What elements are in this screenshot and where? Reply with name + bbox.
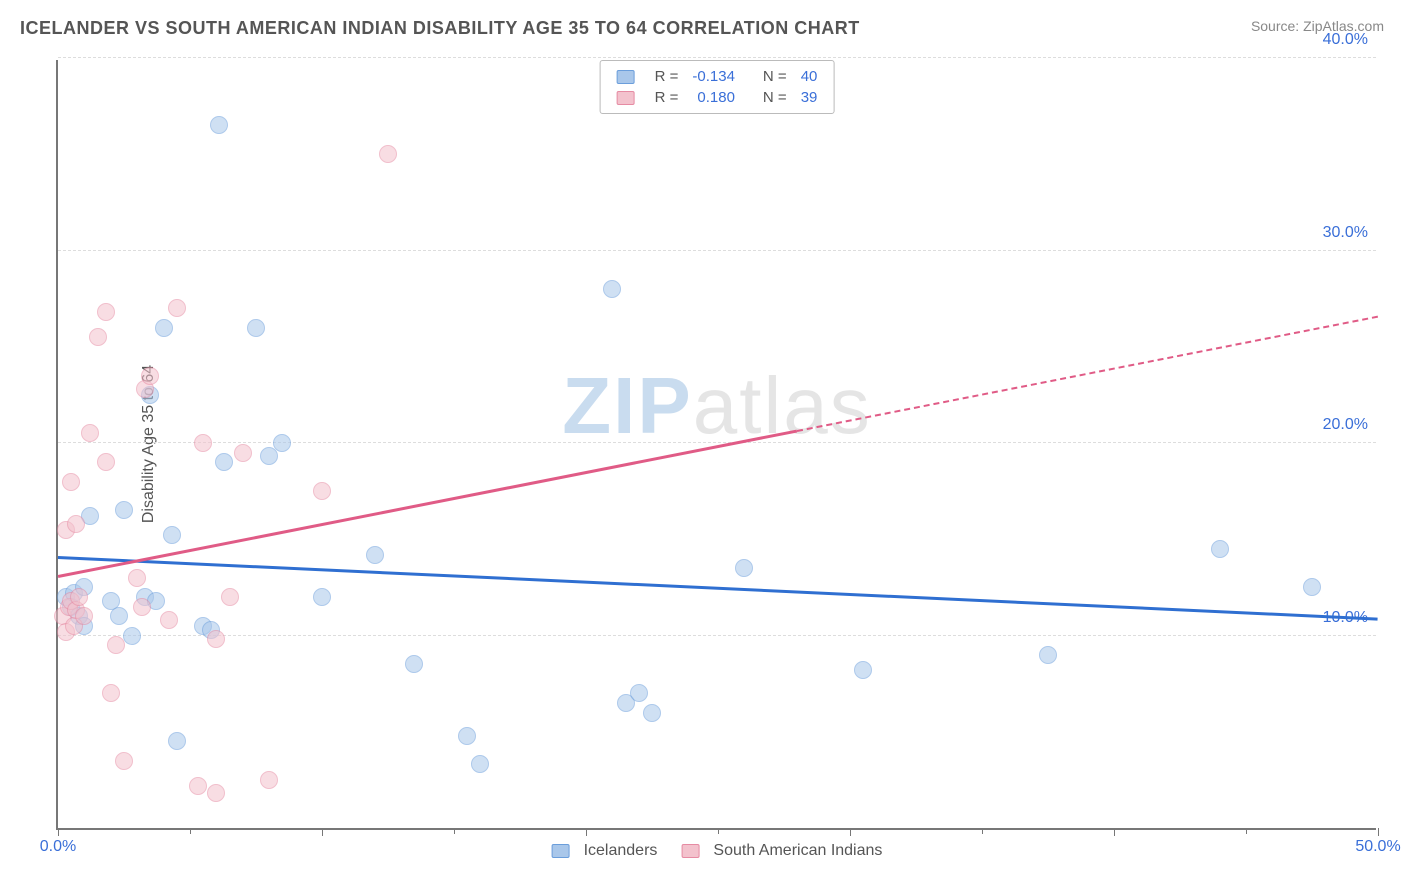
correlation-legend: R =-0.134 N =40 R =0.180 N =39 — [600, 60, 835, 114]
data-point — [313, 588, 331, 606]
legend-item: South American Indians — [681, 842, 882, 860]
data-point — [630, 684, 648, 702]
legend-item: Icelanders — [552, 842, 658, 860]
data-point — [273, 434, 291, 452]
data-point — [110, 607, 128, 625]
data-point — [107, 636, 125, 654]
data-point — [210, 116, 228, 134]
legend-r-value: 0.180 — [686, 88, 741, 107]
legend-r-label: R = — [649, 88, 685, 107]
data-point — [379, 145, 397, 163]
data-point — [405, 655, 423, 673]
data-point — [141, 367, 159, 385]
data-point — [234, 444, 252, 462]
data-point — [160, 611, 178, 629]
data-point — [75, 607, 93, 625]
watermark: ZIPatlas — [562, 360, 871, 452]
x-tick-mark — [322, 828, 323, 836]
legend-label: South American Indians — [713, 842, 882, 860]
data-point — [62, 473, 80, 491]
series-legend: Icelanders South American Indians — [552, 842, 883, 860]
x-tick-mark — [850, 828, 851, 836]
data-point — [1039, 646, 1057, 664]
x-tick-mark — [58, 828, 59, 836]
data-point — [207, 630, 225, 648]
y-tick-label: 30.0% — [1323, 224, 1368, 242]
legend-swatch — [681, 844, 699, 858]
legend-n-label: N = — [757, 88, 793, 107]
legend-swatch — [617, 70, 635, 84]
data-point — [215, 453, 233, 471]
data-point — [102, 684, 120, 702]
x-tick-mark — [1114, 828, 1115, 836]
data-point — [155, 319, 173, 337]
gridline — [58, 250, 1376, 251]
y-tick-label: 40.0% — [1323, 31, 1368, 49]
gridline — [58, 635, 1376, 636]
legend-swatch — [617, 91, 635, 105]
data-point — [471, 755, 489, 773]
data-point — [603, 280, 621, 298]
data-point — [643, 704, 661, 722]
gridline — [58, 57, 1376, 58]
data-point — [194, 434, 212, 452]
data-point — [189, 777, 207, 795]
data-point — [128, 569, 146, 587]
data-point — [97, 303, 115, 321]
legend-n-label: N = — [757, 67, 793, 86]
data-point — [260, 447, 278, 465]
legend-row: R =0.180 N =39 — [611, 88, 824, 107]
data-point — [81, 424, 99, 442]
legend-swatch — [552, 844, 570, 858]
data-point — [366, 546, 384, 564]
data-point — [168, 732, 186, 750]
x-tick-mark — [586, 828, 587, 836]
chart-container: ICELANDER VS SOUTH AMERICAN INDIAN DISAB… — [0, 0, 1406, 892]
data-point — [1303, 578, 1321, 596]
watermark-zip: ZIP — [562, 361, 692, 450]
data-point — [260, 771, 278, 789]
x-minor-tick-mark — [190, 828, 191, 834]
watermark-atlas: atlas — [693, 361, 872, 450]
plot-area: Disability Age 35 to 64 ZIPatlas R =-0.1… — [56, 60, 1376, 830]
y-tick-label: 20.0% — [1323, 416, 1368, 434]
trend-line — [797, 316, 1378, 432]
data-point — [115, 501, 133, 519]
legend-n-value: 39 — [795, 88, 824, 107]
data-point — [313, 482, 331, 500]
x-minor-tick-mark — [718, 828, 719, 834]
data-point — [735, 559, 753, 577]
legend-n-value: 40 — [795, 67, 824, 86]
data-point — [67, 515, 85, 533]
x-tick-mark — [1378, 828, 1379, 836]
x-minor-tick-mark — [982, 828, 983, 834]
data-point — [221, 588, 239, 606]
data-point — [163, 526, 181, 544]
legend-label: Icelanders — [584, 842, 658, 860]
data-point — [133, 598, 151, 616]
data-point — [168, 299, 186, 317]
chart-title: ICELANDER VS SOUTH AMERICAN INDIAN DISAB… — [20, 18, 860, 39]
data-point — [70, 588, 88, 606]
data-point — [123, 627, 141, 645]
data-point — [458, 727, 476, 745]
data-point — [89, 328, 107, 346]
x-minor-tick-mark — [454, 828, 455, 834]
data-point — [97, 453, 115, 471]
legend-row: R =-0.134 N =40 — [611, 67, 824, 86]
trend-line — [58, 556, 1378, 620]
data-point — [854, 661, 872, 679]
data-point — [1211, 540, 1229, 558]
legend-r-label: R = — [649, 67, 685, 86]
x-minor-tick-mark — [1246, 828, 1247, 834]
trend-line — [58, 430, 798, 578]
legend-r-value: -0.134 — [686, 67, 741, 86]
gridline — [58, 442, 1376, 443]
data-point — [115, 752, 133, 770]
x-tick-label: 50.0% — [1355, 838, 1400, 856]
data-point — [207, 784, 225, 802]
data-point — [247, 319, 265, 337]
x-tick-label: 0.0% — [40, 838, 76, 856]
